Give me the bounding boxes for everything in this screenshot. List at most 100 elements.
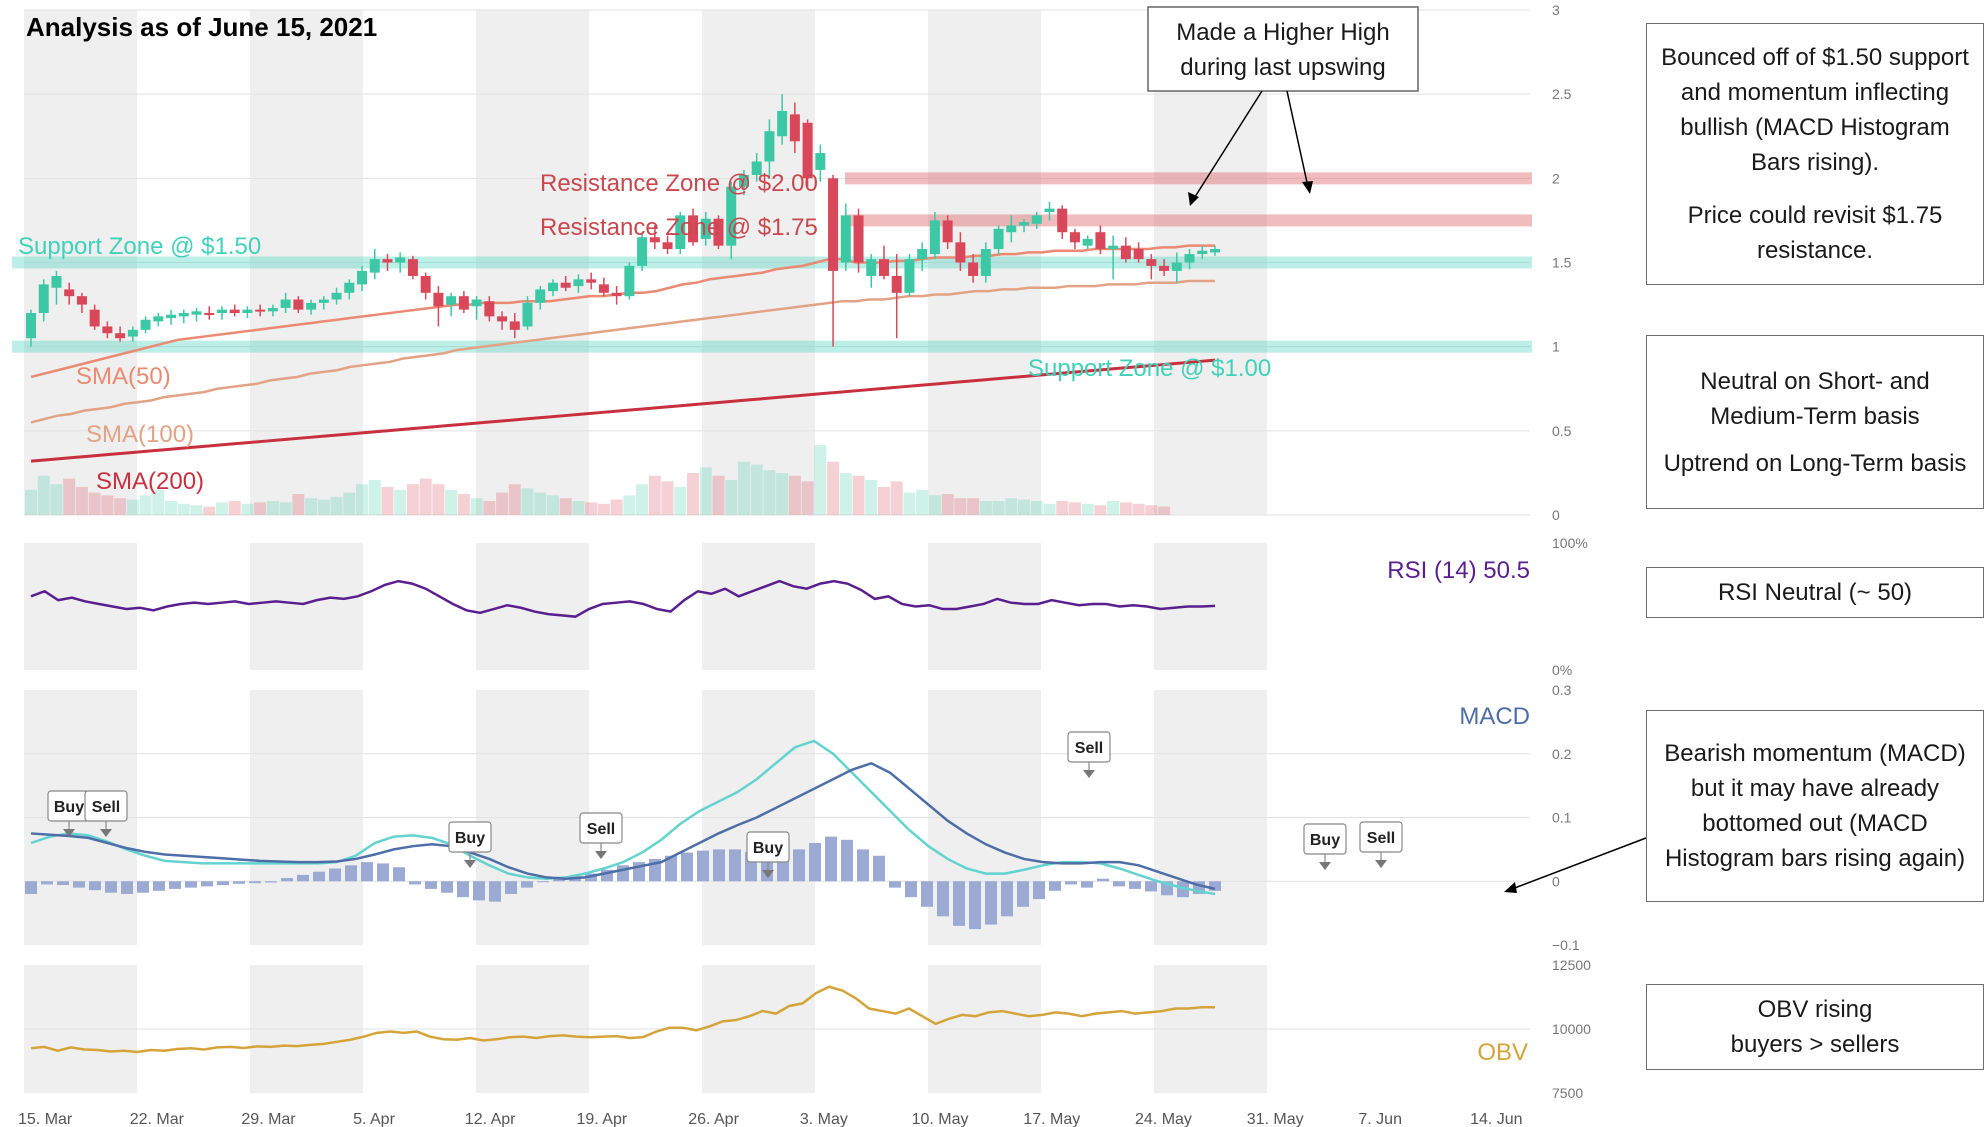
macd-histogram-bar (1145, 881, 1157, 892)
volume-bar (88, 492, 101, 515)
candle-body (866, 259, 877, 276)
price-axis-tick: 1.5 (1552, 255, 1572, 271)
macd-histogram-bar (361, 862, 373, 882)
candle-body (458, 296, 469, 310)
rsi-week-band (928, 543, 1041, 670)
candle-body (166, 314, 177, 319)
candle-body (509, 321, 520, 330)
volume-bar (1119, 502, 1132, 515)
macd-histogram-bar (1049, 881, 1061, 891)
support-zone-100-band (12, 340, 1532, 353)
candle-body (522, 302, 533, 327)
candle-body (382, 259, 393, 263)
volume-bar (152, 489, 165, 515)
obv-axis-tick: 12500 (1552, 957, 1591, 973)
candle-body (789, 114, 800, 142)
price-axis-tick: 0.5 (1552, 423, 1572, 439)
note-macd-text: Bearish momentum (MACD) but it may have … (1664, 740, 1966, 872)
signal-flag-label: Sell (1367, 830, 1395, 847)
x-axis-date-label: 29. Mar (241, 1111, 296, 1127)
macd-histogram-bar (729, 849, 741, 882)
price-axis-tick: 1 (1552, 339, 1560, 355)
volume-bar (101, 495, 114, 515)
rsi-label: RSI (14) 50.5 (1387, 557, 1530, 584)
volume-bar (636, 484, 649, 515)
macd-histogram-bar (841, 839, 853, 882)
signal-flag-label: Buy (455, 830, 485, 847)
volume-bar (1043, 503, 1056, 515)
signal-marker-icon (595, 851, 607, 859)
candle-body (395, 257, 406, 263)
volume-bar (928, 495, 941, 515)
macd-histogram-bar (409, 881, 421, 885)
volume-bar (979, 501, 992, 515)
macd-note-arrowhead (1504, 882, 1517, 893)
macd-axis-tick: 0.3 (1552, 682, 1572, 698)
signal-flag-label: Buy (1310, 832, 1340, 849)
candle-body (573, 279, 584, 287)
volume-bar (559, 498, 572, 515)
macd-histogram-bar (57, 881, 69, 886)
candle-body (1171, 262, 1182, 271)
candle-body (713, 218, 724, 246)
macd-histogram-bar (201, 881, 213, 887)
candle-body (331, 292, 342, 300)
obv-line (30, 985, 1215, 1054)
macd-line (30, 761, 1216, 891)
candle-body (1069, 232, 1080, 243)
candle-body (484, 301, 495, 317)
candle-body (662, 242, 673, 250)
candle-body (216, 309, 227, 313)
candle-body (26, 313, 36, 339)
macd-histogram-bar (905, 881, 917, 898)
volume-bar (890, 481, 903, 515)
candle-body (318, 299, 329, 303)
volume-bar (457, 494, 470, 515)
signal-marker-icon (1319, 862, 1331, 870)
volume-bar (1132, 503, 1145, 515)
candle-body (1057, 208, 1068, 233)
resistance-200-label: Resistance Zone @ $2.00 (540, 170, 818, 197)
volume-bar (508, 484, 521, 515)
macd-histogram-bar (969, 881, 981, 930)
macd-histogram-bar (697, 850, 709, 882)
higher-high-callout-box (1147, 6, 1419, 92)
signal-flag-label: Sell (1075, 740, 1103, 757)
page-title: Analysis as of June 15, 2021 (26, 12, 378, 42)
candle-body (700, 218, 711, 239)
macd-histogram-bar (73, 881, 85, 888)
macd-histogram-bar (425, 881, 437, 889)
candle-body (293, 299, 304, 310)
signal-marker-icon (1375, 860, 1387, 868)
candle-body (828, 178, 839, 271)
x-axis-date-label: 7. Jun (1358, 1111, 1402, 1127)
candle-body (586, 279, 597, 283)
macd-histogram-bar (153, 881, 165, 891)
candle-body (535, 289, 546, 303)
note-price-box: Bounced off of $1.50 support and momentu… (1646, 23, 1984, 285)
volume-bar (1081, 503, 1094, 515)
x-axis-date-label: 22. Mar (130, 1111, 185, 1127)
volume-bar (992, 501, 1005, 515)
volume-bar (1145, 505, 1158, 515)
volume-bar (788, 475, 801, 515)
candle-body (1159, 265, 1170, 271)
candle-body (1019, 222, 1030, 226)
volume-bar (381, 487, 394, 515)
macd-histogram-bar (921, 881, 933, 907)
macd-histogram-bar (1033, 881, 1045, 900)
volume-bar (585, 502, 598, 515)
macd-label: MACD (1459, 703, 1530, 730)
macd-histogram-bar (857, 849, 869, 882)
x-axis-date-label: 3. May (800, 1111, 848, 1127)
note-rsi-text: RSI Neutral (~ 50) (1717, 579, 1913, 606)
x-axis-date-label: 24. May (1135, 1111, 1192, 1127)
volume-bar (725, 480, 738, 515)
volume-bar (967, 498, 980, 515)
candle-body (178, 313, 189, 317)
macd-histogram-bar (265, 881, 277, 883)
volume-bar (750, 464, 763, 515)
macd-histogram-bar (537, 881, 549, 883)
volume-bar (75, 487, 88, 515)
volume-bar (126, 499, 139, 515)
